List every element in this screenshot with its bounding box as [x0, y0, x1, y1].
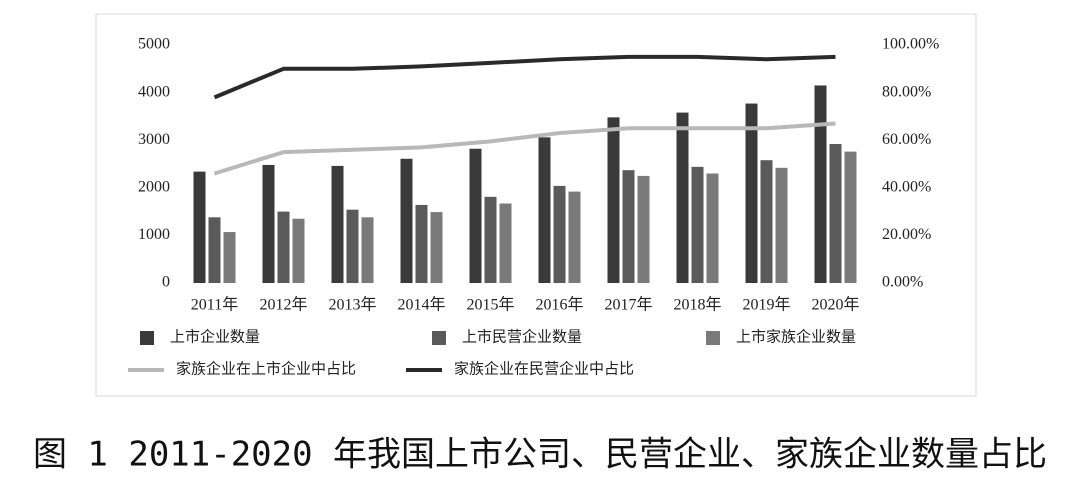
bar [568, 191, 581, 283]
bar [760, 160, 773, 283]
y2-tick-label: 0.00% [882, 274, 923, 291]
bar [622, 170, 635, 283]
legend-label: 上市企业数量 [170, 327, 260, 345]
bar [469, 148, 482, 283]
y-tick-label: 4000 [138, 83, 170, 100]
chart-frame [95, 13, 977, 397]
y-tick-label: 3000 [138, 131, 170, 148]
bar [829, 144, 842, 283]
bar [193, 171, 206, 283]
bar [844, 151, 857, 283]
legend-swatch [706, 331, 720, 345]
y-tick-label: 0 [162, 274, 170, 291]
bar [484, 196, 497, 283]
bar [346, 209, 359, 283]
bar [637, 175, 650, 283]
x-tick-label: 2019年 [742, 296, 790, 314]
x-tick-label: 2015年 [466, 296, 514, 314]
x-tick-label: 2012年 [259, 296, 307, 314]
x-tick-label: 2018年 [673, 296, 721, 314]
legend-swatch [432, 331, 446, 345]
legend-label: 上市民营企业数量 [462, 327, 582, 345]
x-tick-label: 2020年 [811, 296, 859, 314]
x-tick-label: 2011年 [191, 296, 238, 314]
bar [691, 166, 704, 283]
bar [607, 117, 620, 284]
bar [223, 232, 236, 283]
bar [706, 173, 719, 283]
bar [415, 204, 428, 283]
bar [676, 112, 689, 283]
x-tick-label: 2017年 [604, 296, 652, 314]
x-tick-label: 2016年 [535, 296, 583, 314]
y2-tick-label: 80.00% [882, 83, 931, 100]
y2-tick-label: 20.00% [882, 226, 931, 243]
bar [331, 165, 344, 283]
y2-tick-label: 40.00% [882, 178, 931, 195]
bar [400, 158, 413, 283]
x-tick-label: 2014年 [397, 296, 445, 314]
bar [208, 217, 221, 283]
legend-label: 上市家族企业数量 [736, 327, 856, 345]
bar [814, 85, 827, 284]
y2-tick-label: 60.00% [882, 131, 931, 148]
figure-caption: 图 1 2011-2020 年我国上市公司、民营企业、家族企业数量占比 [33, 435, 1047, 475]
bar [361, 217, 374, 283]
y-tick-label: 1000 [138, 226, 170, 243]
y-tick-label: 2000 [138, 178, 170, 195]
legend-label: 家族企业在民营企业中占比 [454, 359, 634, 377]
bar [277, 211, 290, 283]
y2-tick-label: 100.00% [882, 36, 939, 53]
line [213, 121, 836, 176]
bar [538, 137, 551, 283]
legend-label: 家族企业在上市企业中占比 [176, 359, 356, 377]
line [213, 54, 836, 100]
bar [745, 103, 758, 283]
bar [499, 203, 512, 283]
bar [775, 167, 788, 283]
y-tick-label: 5000 [138, 36, 170, 53]
x-tick-label: 2013年 [328, 296, 376, 314]
legend-swatch [140, 331, 154, 345]
bar [553, 185, 566, 283]
bar [262, 164, 275, 283]
bar [430, 212, 443, 283]
bar [292, 218, 305, 283]
